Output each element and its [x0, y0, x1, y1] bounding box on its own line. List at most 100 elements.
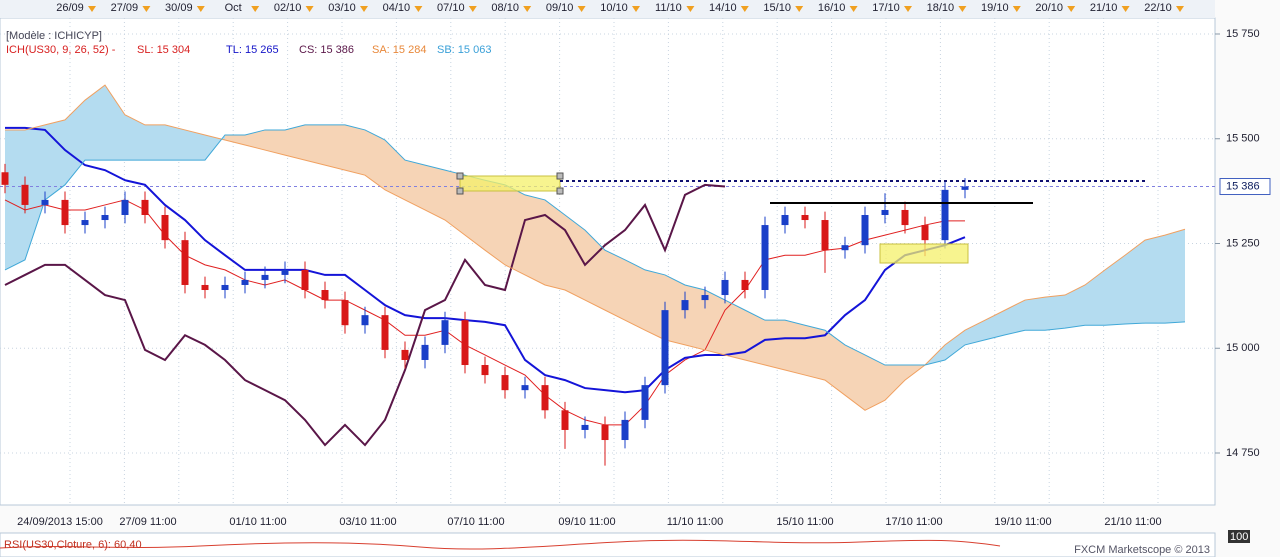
cloud-segment	[105, 85, 125, 161]
day-marker	[632, 6, 640, 12]
cloud-segment	[545, 199, 565, 291]
y-tick-label: 15 500	[1226, 133, 1260, 145]
cloud-segment	[805, 325, 825, 381]
bottom-date-label: 27/09 11:00	[119, 516, 176, 528]
cloud-segment	[1145, 235, 1165, 324]
candle-body	[741, 279, 749, 291]
top-date-label: 30/09	[165, 2, 193, 14]
candle-body	[261, 274, 269, 280]
candle-body	[841, 245, 849, 251]
chart-layer: 26/09 27/09 30/09 Oct 02/10 03/10 04/10 07/10 08…	[0, 2, 1271, 528]
cloud-segment	[345, 124, 365, 176]
day-marker	[251, 6, 260, 12]
cloud-segment	[245, 129, 265, 151]
day-marker	[1012, 6, 1021, 12]
candle-body	[661, 310, 669, 386]
candle-body	[701, 295, 709, 301]
top-date-label: Oct	[225, 2, 242, 14]
y-tick-label: 15 250	[1226, 237, 1260, 249]
candle-body	[521, 385, 529, 391]
candle-body	[421, 344, 429, 360]
candle-body	[561, 410, 569, 430]
top-date-label: 18/10	[927, 2, 955, 14]
cloud-segment	[605, 250, 625, 321]
sl-label: SL: 15 304	[137, 44, 190, 56]
day-marker	[360, 6, 368, 12]
candle-body	[781, 215, 789, 226]
candle-body	[301, 269, 309, 291]
candle-body	[81, 220, 89, 226]
top-date-label: 27/09	[111, 2, 139, 14]
day-marker	[414, 6, 423, 12]
day-marker	[88, 6, 96, 12]
candle-body	[621, 419, 629, 441]
top-date-label: 26/09	[56, 2, 84, 14]
candle-body	[241, 279, 249, 285]
candle-body	[361, 315, 369, 326]
top-date-label: 08/10	[491, 2, 519, 14]
cloud-segment	[645, 269, 665, 340]
top-date-label: 15/10	[763, 2, 791, 14]
cloud-segment	[145, 124, 165, 161]
bottom-date-label: 21/10 11:00	[1104, 516, 1161, 528]
cloud-segment	[1105, 255, 1125, 326]
cloud-segment	[25, 124, 45, 260]
sa-label: SA: 15 284	[372, 44, 426, 56]
cloud-segment	[685, 284, 705, 350]
cloud-segment	[825, 330, 845, 396]
cloud-segment	[285, 124, 305, 161]
highlight-box	[879, 243, 969, 264]
rsi-label: RSI(US30,Cloture, 6): 60,40	[4, 539, 142, 551]
day-marker	[740, 6, 749, 12]
candle-body	[201, 284, 209, 291]
candle-body	[121, 199, 129, 216]
top-date-label: 07/10	[437, 2, 465, 14]
cloud-segment	[1025, 297, 1045, 331]
top-date-label: 14/10	[709, 2, 737, 14]
cloud-segment	[665, 274, 685, 345]
cloud-segment	[1125, 240, 1145, 324]
top-date-label: 04/10	[383, 2, 411, 14]
day-marker	[196, 6, 205, 12]
candle-body	[401, 349, 409, 360]
cloud-segment	[1005, 300, 1025, 335]
indicator-line	[5, 84, 1186, 411]
cloud-segment	[425, 165, 445, 221]
candle-body	[21, 184, 29, 205]
candle-body	[641, 385, 649, 420]
indicator-line	[4, 124, 1186, 366]
indicator-label: ICH(US30, 9, 26, 52) -	[6, 44, 116, 56]
day-marker	[1176, 6, 1184, 12]
bottom-date-label: 11/10 11:00	[667, 516, 723, 528]
candle-body	[861, 215, 869, 246]
candle-body	[941, 189, 949, 241]
tl-label: TL: 15 265	[226, 44, 279, 56]
top-date-label: 09/10	[546, 2, 574, 14]
top-date-label: 03/10	[328, 2, 356, 14]
cloud-segment	[1065, 284, 1085, 329]
cloud-segment	[765, 320, 785, 371]
cloud-segment	[405, 160, 425, 210]
cloud-segment	[465, 175, 485, 251]
day-marker	[849, 6, 858, 12]
candle-body	[441, 320, 449, 345]
cloud-segment	[85, 85, 105, 161]
bottom-date-label: 03/10 11:00	[339, 516, 396, 528]
candle-body	[161, 215, 169, 241]
bottom-date-label: 15/10 11:00	[776, 516, 833, 528]
candle-body	[61, 199, 69, 226]
rsi-max-label: 100	[1230, 531, 1248, 543]
cloud-segment	[305, 124, 325, 166]
cloud-segment	[265, 129, 285, 156]
day-marker	[142, 6, 151, 12]
cloud-segment	[1085, 269, 1105, 326]
cloud-segment	[485, 180, 505, 265]
top-date-label: 02/10	[274, 2, 302, 14]
bottom-date-label: 17/10 11:00	[885, 516, 942, 528]
y-tick-label: 14 750	[1226, 447, 1260, 459]
day-marker	[468, 6, 477, 12]
candle-body	[881, 209, 889, 216]
y-tick-label: 15 000	[1226, 342, 1260, 354]
cloud-segment	[1045, 295, 1065, 331]
candle-body	[581, 424, 589, 430]
